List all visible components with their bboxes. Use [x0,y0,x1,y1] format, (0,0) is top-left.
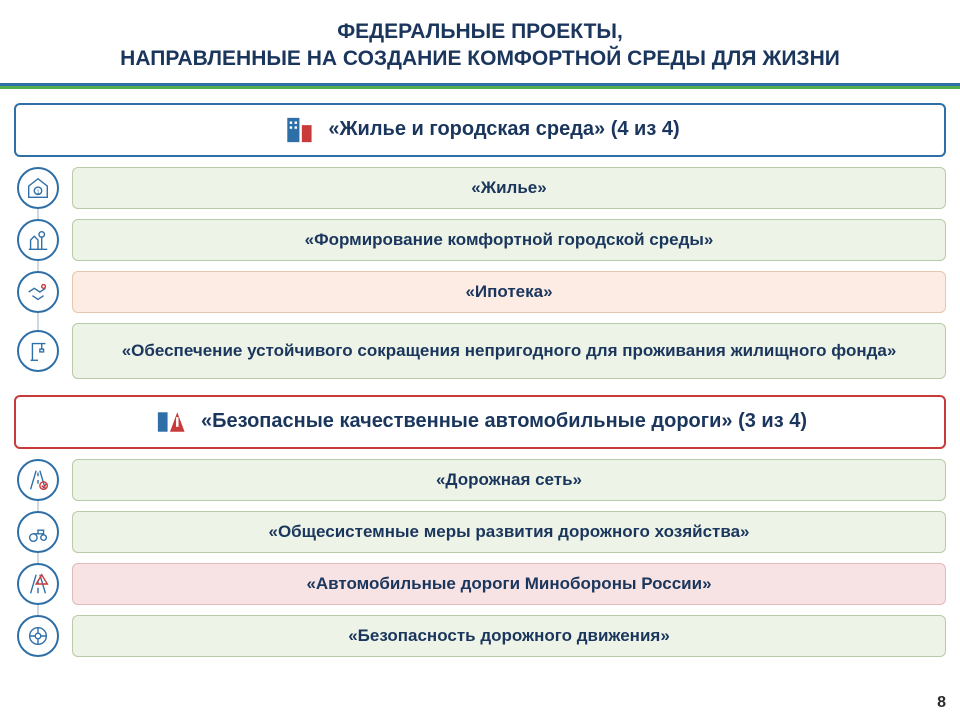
list-item: «Ипотека» [72,271,946,313]
section-header-label: «Жилье и городская среда» (4 из 4) [328,118,679,141]
section-header: «Безопасные качественные автомобильные д… [14,395,946,449]
crane-icon [17,330,59,372]
accent-divider [0,83,960,89]
road-warning-icon [17,563,59,605]
item-label: «Жилье» [471,178,546,198]
roller-icon [17,511,59,553]
item-label: «Безопасность дорожного движения» [348,626,670,646]
section-items: «Жилье» «Формирование комфортной городско… [14,167,946,379]
icon-rail [14,459,72,657]
item-label: «Дорожная сеть» [436,470,582,490]
page-title: ФЕДЕРАЛЬНЫЕ ПРОЕКТЫ, НАПРАВЛЕННЫЕ НА СОЗ… [0,0,960,83]
list-item: «Общесистемные меры развития дорожного х… [72,511,946,553]
title-line-2: НАПРАВЛЕННЫЕ НА СОЗДАНИЕ КОМФОРТНОЙ СРЕД… [40,45,920,72]
title-line-1: ФЕДЕРАЛЬНЫЕ ПРОЕКТЫ, [40,18,920,45]
item-label: «Ипотека» [465,282,552,302]
list-item: «Обеспечение устойчивого сокращения непр… [72,323,946,379]
road-target-icon [17,459,59,501]
item-label: «Автомобильные дороги Минобороны России» [306,574,711,594]
road-building-icon [153,405,187,439]
list-item: «Формирование комфортной городской среды… [72,219,946,261]
house-number-icon [17,167,59,209]
item-label: «Обеспечение устойчивого сокращения непр… [122,341,897,361]
list-item: «Автомобильные дороги Минобороны России» [72,563,946,605]
page-number: 8 [937,694,946,712]
wheel-icon [17,615,59,657]
icon-rail [14,167,72,379]
list-item: «Жилье» [72,167,946,209]
building-icon [280,113,314,147]
section-header-label: «Безопасные качественные автомобильные д… [201,410,807,433]
park-icon [17,219,59,261]
section-items: «Дорожная сеть» «Общесистемные меры разви… [14,459,946,657]
content-area: «Жилье и городская среда» (4 из 4) «Жилье… [0,103,960,657]
list-item: «Дорожная сеть» [72,459,946,501]
item-label: «Формирование комфортной городской среды… [305,230,714,250]
section-header: «Жилье и городская среда» (4 из 4) [14,103,946,157]
handshake-icon [17,271,59,313]
item-label: «Общесистемные меры развития дорожного х… [269,522,750,542]
list-item: «Безопасность дорожного движения» [72,615,946,657]
